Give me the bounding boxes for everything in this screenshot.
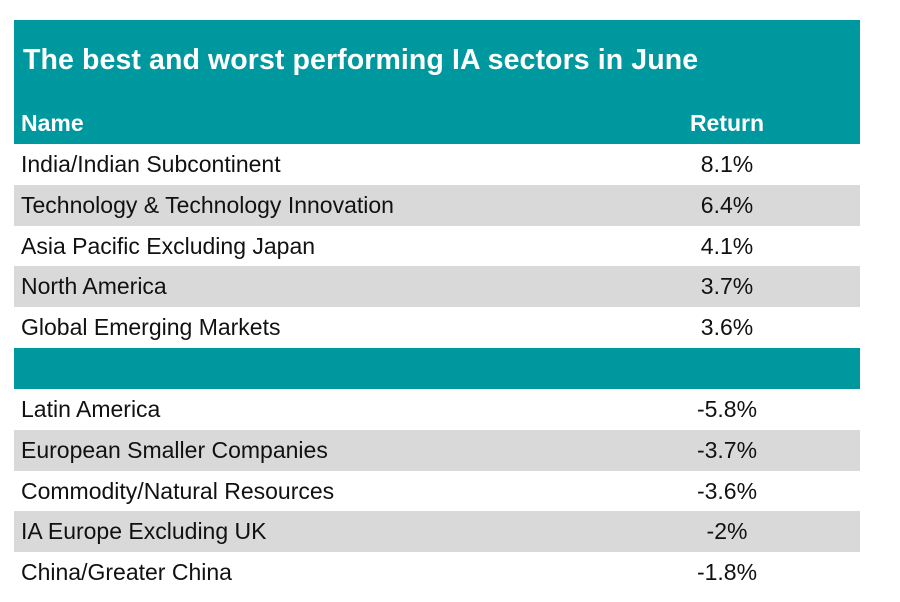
table-row: Latin America -5.8% bbox=[14, 389, 860, 430]
sector-return: 3.6% bbox=[700, 314, 754, 341]
sector-name: European Smaller Companies bbox=[21, 436, 328, 463]
table-row: North America 3.7% bbox=[14, 266, 860, 308]
sector-return: 6.4% bbox=[700, 191, 754, 218]
sector-return: 3.7% bbox=[700, 273, 754, 300]
table-row: Commodity/Natural Resources -3.6% bbox=[14, 471, 860, 512]
table-title: The best and worst performing IA sectors… bbox=[23, 44, 699, 76]
sector-name: Commodity/Natural Resources bbox=[21, 477, 335, 504]
sector-name: China/Greater China bbox=[21, 559, 232, 586]
table-row: India/Indian Subcontinent 8.1% bbox=[14, 144, 860, 185]
sector-return: -1.8% bbox=[696, 559, 758, 586]
column-header-return: Return bbox=[689, 110, 765, 136]
table-row: Technology & Technology Innovation 6.4% bbox=[14, 184, 860, 226]
sector-name: Asia Pacific Excluding Japan bbox=[21, 232, 316, 259]
sector-name: North America bbox=[21, 273, 167, 300]
sector-return: 8.1% bbox=[700, 151, 754, 177]
sector-return: 4.1% bbox=[700, 232, 754, 259]
table-row: China/Greater China -1.8% bbox=[14, 552, 860, 593]
sector-name: Technology & Technology Innovation bbox=[21, 191, 394, 218]
sector-return: -2% bbox=[706, 518, 748, 545]
table-row: IA Europe Excluding UK -2% bbox=[14, 511, 860, 553]
table-header: The best and worst performing IA sectors… bbox=[14, 20, 860, 144]
sector-performance-table: The best and worst performing IA sectors… bbox=[14, 20, 860, 593]
sector-name: Global Emerging Markets bbox=[21, 314, 281, 341]
sector-name: Latin America bbox=[21, 395, 161, 422]
sector-return: -5.8% bbox=[696, 395, 758, 422]
table-row: European Smaller Companies -3.7% bbox=[14, 429, 860, 471]
table-row: Global Emerging Markets 3.6% bbox=[14, 307, 860, 348]
sector-name: India/Indian Subcontinent bbox=[21, 151, 281, 177]
table-row: Asia Pacific Excluding Japan 4.1% bbox=[14, 226, 860, 267]
sector-return: -3.6% bbox=[696, 477, 758, 504]
sector-return: -3.7% bbox=[696, 436, 758, 463]
column-header-name: Name bbox=[21, 110, 84, 136]
sector-name: IA Europe Excluding UK bbox=[21, 518, 267, 545]
section-divider bbox=[14, 347, 860, 389]
